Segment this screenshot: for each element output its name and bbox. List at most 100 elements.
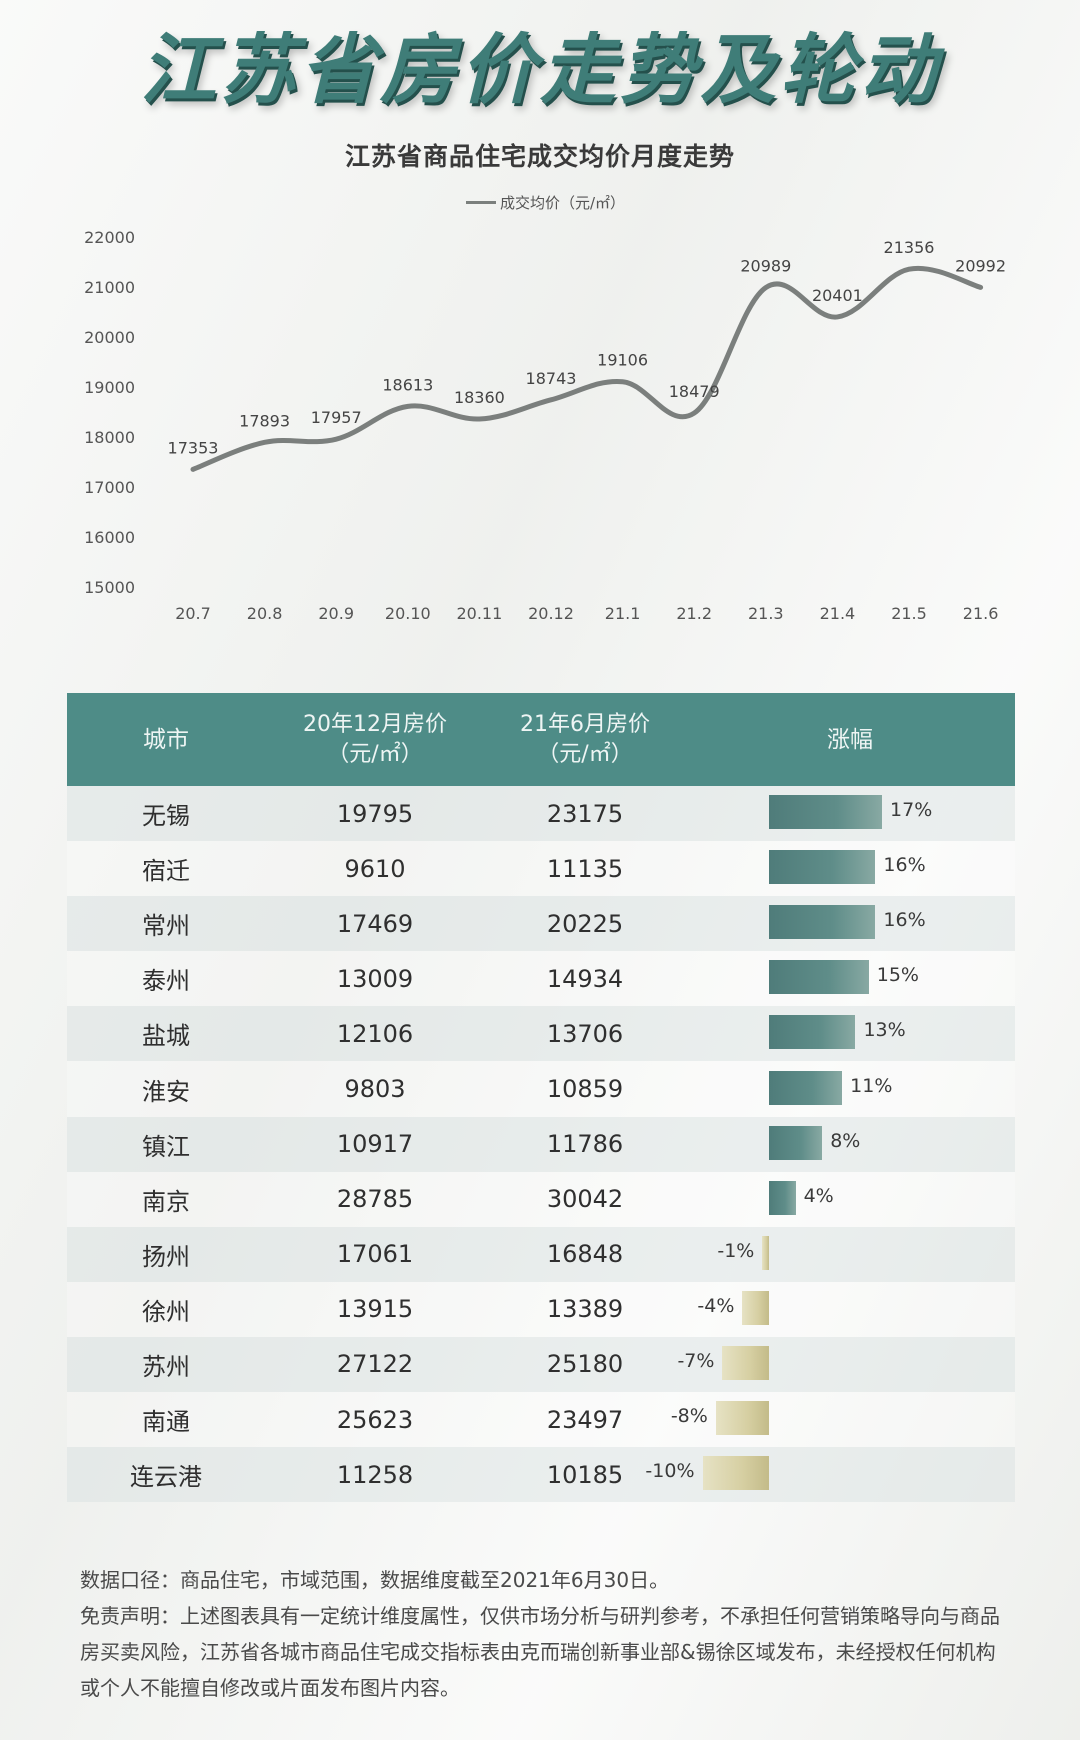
header-rise: 涨幅 [827,726,873,753]
cell-jun21-price: 11786 [546,1130,624,1159]
x-tick-label: 21.2 [676,604,712,623]
y-tick-label: 21000 [84,278,135,297]
table-row: 无锡 19795 23175 17% [67,786,1015,842]
cell-jun21-price: 16848 [546,1240,624,1269]
cell-rise: 16% [685,841,1015,896]
header-jun21-unit: （元/㎡） [537,741,633,767]
x-tick-label: 20.12 [528,604,574,623]
cell-rise: -10% [645,1447,1015,1502]
table-header: 城市 20年12月房价 （元/㎡） 21年6月房价 （元/㎡） 涨幅 [67,693,1015,786]
x-tick-label: 20.10 [385,604,431,623]
rise-bar [769,1125,823,1160]
header-jun21: 21年6月房价 （元/㎡） [485,710,685,770]
legend-line-swatch [466,201,496,204]
cell-dec20-price: 12106 [336,1019,414,1048]
footnotes: 数据口径：商品住宅，市域范围，数据维度截至2021年6月30日。 免责声明：上述… [80,1562,1010,1706]
data-label: 18743 [526,369,577,388]
rise-bar [762,1235,769,1270]
cell-rise: 8% [685,1117,1015,1172]
rise-percent-label: -1% [717,1239,755,1262]
rise-bar [769,905,876,940]
table-row: 泰州 13009 14934 15% [67,951,1015,1007]
data-label: 18479 [669,382,720,401]
cell-dec20-price: 9803 [344,1075,406,1104]
header-dec20: 20年12月房价 （元/㎡） [265,710,485,770]
rise-percent-label: -8% [670,1405,708,1428]
rise-percent-label: 16% [883,909,926,932]
cell-rise: -1% [685,1227,1015,1282]
chart-legend: 成交均价（元/㎡） [466,192,625,213]
y-tick-label: 19000 [84,378,135,397]
rise-percent-label: 15% [876,964,919,987]
data-label: 20401 [812,286,863,305]
line-chart: 22000 21000 20000 19000 18000 17000 16000 15000… [84,228,1006,623]
table-row: 盐城 12106 13706 13% [67,1006,1015,1062]
rise-bar [769,960,869,995]
rise-bar [769,1180,796,1215]
data-label: 17893 [239,411,290,430]
y-tick-label: 16000 [84,528,135,547]
cell-city: 无锡 [142,802,190,831]
cell-jun21-price: 14934 [546,964,624,993]
disclaimer-note: 免责声明：上述图表具有一定统计维度属性，仅供市场分析与研判参考，不承担任何营销策… [80,1604,1000,1700]
x-tick-label: 21.3 [748,604,784,623]
cell-jun21-price: 23497 [546,1405,624,1434]
table-row: 苏州 27122 25180 -7% [67,1336,1015,1393]
cell-city: 南京 [142,1187,190,1216]
rise-percent-label: 11% [850,1074,893,1097]
cell-jun21-price: 13706 [546,1019,624,1048]
rise-bar [702,1456,769,1491]
cell-dec20-price: 19795 [336,799,414,828]
cell-rise: 15% [685,951,1015,1006]
data-label: 18613 [382,375,433,394]
cell-dec20-price: 13009 [336,964,414,993]
rise-percent-label: -4% [697,1294,735,1317]
rise-bar [769,850,876,885]
cell-dec20-price: 11258 [336,1460,414,1489]
y-tick-label: 17000 [84,478,135,497]
x-tick-label: 20.9 [318,604,354,623]
cell-city: 常州 [142,912,190,941]
data-label: 17957 [311,408,362,427]
cell-rise: 16% [685,896,1015,951]
x-tick-label: 20.11 [456,604,502,623]
data-label: 20989 [740,257,791,276]
x-tick-label: 21.5 [891,604,927,623]
cell-city: 宿迁 [142,857,190,886]
x-tick-label: 21.4 [820,604,856,623]
x-tick-label: 20.8 [247,604,283,623]
legend-label: 成交均价（元/㎡） [500,194,626,212]
y-tick-label: 15000 [84,578,135,597]
table-body: 无锡 19795 23175 17% 宿迁 9610 11135 16% 常州 17469 2022… [67,786,1015,1503]
table-row: 徐州 13915 13389 -4% [67,1281,1015,1337]
data-label: 18360 [454,388,505,407]
rise-percent-label: 4% [803,1184,834,1207]
rise-bar [769,1015,856,1050]
cell-rise: -4% [685,1282,1015,1337]
y-tick-label: 22000 [84,228,135,247]
cell-dec20-price: 27122 [336,1350,414,1379]
cell-dec20-price: 28785 [336,1185,414,1214]
cell-jun21-price: 25180 [546,1350,624,1379]
x-tick-label: 21.1 [605,604,641,623]
cell-dec20-price: 17469 [336,909,414,938]
table-row: 镇江 10917 11786 8% [67,1116,1015,1172]
table-row: 南通 25623 23497 -8% [67,1392,1015,1448]
cell-city: 泰州 [142,967,190,996]
rise-percent-label: 17% [890,799,933,822]
data-label: 19106 [597,351,648,370]
rise-percent-label: -10% [645,1460,695,1483]
cell-city: 苏州 [142,1352,190,1381]
cell-jun21-price: 23175 [546,799,624,828]
data-label: 21356 [884,238,935,257]
cell-rise: -7% [677,1337,1015,1392]
rise-percent-label: 13% [863,1019,906,1042]
cell-jun21-price: 30042 [546,1185,624,1214]
table-row: 常州 17469 20225 16% [67,896,1015,952]
data-scope-note: 数据口径：商品住宅，市域范围，数据维度截至2021年6月30日。 [80,1568,670,1592]
table-row: 淮安 9803 10859 11% [67,1061,1015,1117]
data-label: 20992 [955,256,1006,275]
data-label: 17353 [168,438,219,457]
cell-dec20-price: 9610 [344,854,406,883]
cell-rise: 11% [685,1062,1015,1117]
